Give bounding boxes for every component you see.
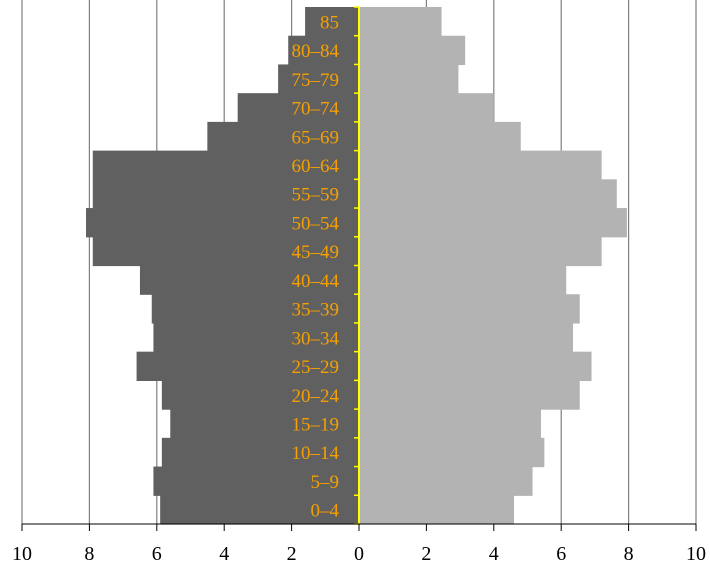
bar-left-85	[305, 7, 359, 37]
bar-left-45–49	[92, 236, 360, 267]
category-labels: 0–4 5–9 10–14 15–19 20–24 25–29 30–34 35–39 40–4…	[292, 12, 340, 521]
x-tick-label-3: 4	[219, 543, 229, 565]
category-label-5: 25–29	[292, 357, 340, 378]
category-label-17: 85	[320, 12, 339, 33]
bar-left-35–39	[151, 294, 359, 324]
x-tick-label-10: 10	[686, 543, 706, 565]
bar-left-25–29	[136, 351, 359, 381]
bars	[86, 7, 627, 525]
category-label-6: 30–34	[292, 328, 340, 349]
bar-right-10–14	[359, 437, 545, 468]
bar-left-10–14	[161, 437, 359, 468]
bar-right-25–29	[359, 351, 592, 381]
bar-right-85	[359, 7, 442, 37]
category-label-8: 40–44	[292, 271, 340, 292]
x-tick-label-4: 2	[287, 543, 297, 565]
bar-left-60–64	[92, 150, 360, 180]
bar-left-65–69	[207, 121, 359, 152]
category-label-7: 35–39	[292, 300, 340, 321]
bar-left-30–34	[153, 322, 359, 353]
category-label-16: 80–84	[292, 41, 340, 62]
bar-right-40–44	[359, 265, 567, 295]
x-axis: 10 8 6 4 2 0 2 4 6 8 10	[12, 523, 706, 565]
category-label-4: 20–24	[292, 386, 340, 407]
bar-left-70–74	[237, 93, 359, 123]
bar-right-35–39	[359, 294, 580, 324]
bar-left-80–84	[288, 35, 359, 66]
bar-left-20–24	[161, 380, 359, 410]
category-label-3: 15–19	[292, 414, 340, 435]
bar-right-75–79	[359, 64, 459, 94]
x-tick-label-9: 8	[624, 543, 634, 565]
category-label-9: 45–49	[292, 242, 340, 263]
category-label-1: 5–9	[311, 472, 340, 493]
category-label-10: 50–54	[292, 213, 340, 234]
bar-right-0–4	[359, 495, 515, 525]
bar-right-30–34	[359, 322, 573, 353]
category-label-12: 60–64	[292, 156, 340, 177]
x-tick-label-6: 2	[421, 543, 431, 565]
category-label-14: 70–74	[292, 99, 340, 120]
bar-left-50–54	[86, 208, 359, 238]
bar-right-80–84	[359, 35, 466, 66]
bar-right-70–74	[359, 93, 494, 123]
category-label-11: 55–59	[292, 185, 340, 206]
category-label-0: 0–4	[311, 501, 340, 522]
bar-right-45–49	[359, 236, 602, 267]
x-tick-label-0: 10	[12, 543, 32, 565]
bar-right-15–19	[359, 409, 541, 439]
bar-left-5–9	[153, 466, 359, 496]
bar-right-65–69	[359, 121, 521, 152]
x-tick-label-7: 4	[489, 543, 499, 565]
x-tick-label-1: 8	[84, 543, 94, 565]
bar-left-75–79	[278, 64, 359, 94]
category-label-2: 10–14	[292, 443, 340, 464]
category-label-13: 65–69	[292, 127, 340, 148]
x-tick-label-5: 0	[354, 543, 364, 565]
bar-right-60–64	[359, 150, 602, 180]
category-label-15: 75–79	[292, 70, 340, 91]
bar-left-40–44	[139, 265, 359, 295]
bar-right-50–54	[359, 208, 627, 238]
bar-right-5–9	[359, 466, 533, 496]
bar-left-15–19	[170, 409, 359, 439]
bar-left-55–59	[92, 179, 360, 209]
bar-right-20–24	[359, 380, 580, 410]
bar-right-55–59	[359, 179, 617, 209]
x-tick-label-8: 6	[556, 543, 566, 565]
x-tick-label-2: 6	[152, 543, 162, 565]
bar-left-0–4	[160, 495, 359, 525]
